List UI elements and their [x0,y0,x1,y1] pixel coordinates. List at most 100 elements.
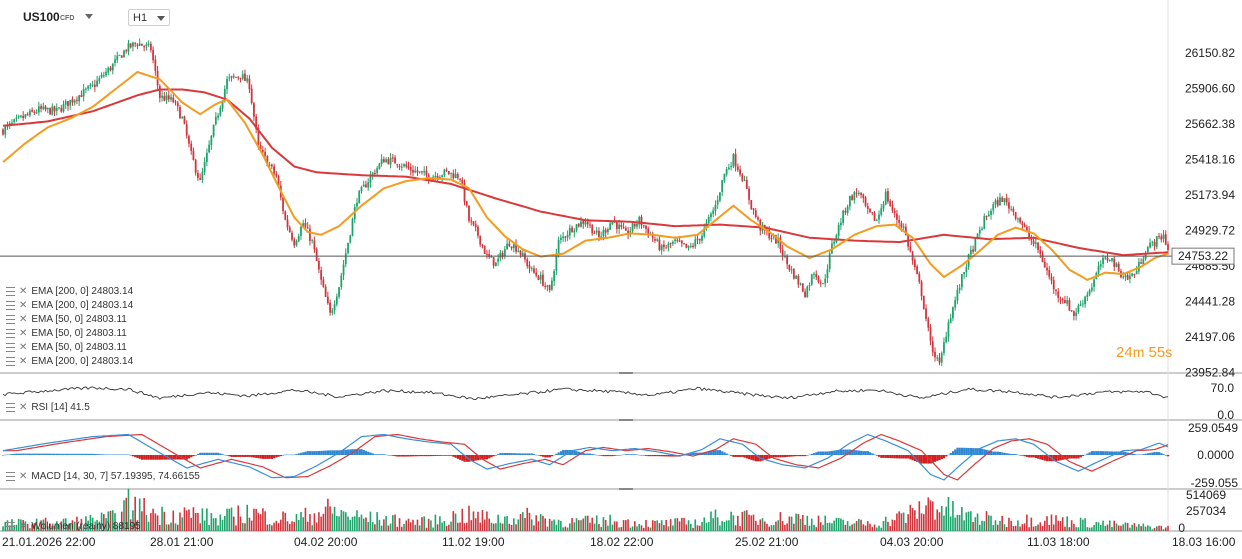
macd-bar-positive [996,451,999,455]
candle-up [806,286,809,298]
candle-down [33,111,36,113]
volume-bar [528,512,531,531]
candle-down [179,107,181,119]
volume-bar [1066,516,1068,531]
volume-bar [734,525,737,531]
volume-bar [936,509,939,531]
volume-bar [60,521,63,531]
volume-bar [633,521,636,531]
volume-bar [1155,526,1158,531]
candle-up [878,214,880,220]
close-icon[interactable]: ✕ [19,286,28,297]
menu-icon[interactable] [6,343,15,352]
volume-bar [1073,523,1075,531]
candle-down [996,199,999,206]
candle-up [530,267,533,269]
menu-icon[interactable] [6,357,15,366]
volume-bar [754,520,757,531]
candle-down [255,116,258,129]
menu-icon[interactable] [6,522,15,531]
candle-up [1003,198,1006,203]
macd-bar-positive [109,454,112,456]
macd-bar-positive [694,452,697,455]
menu-icon[interactable] [6,315,15,324]
candle-up [344,253,347,265]
close-icon[interactable]: ✕ [19,314,28,325]
menu-icon[interactable] [6,472,15,481]
macd-bar-negative [792,455,796,457]
candle-down [470,220,473,222]
macd-bar-negative [145,455,148,460]
volume-bar [105,518,107,531]
volume-bar [156,515,159,531]
macd-bar-positive [842,449,845,455]
cfd-badge: CFD [60,15,75,22]
volume-bar [2,526,4,531]
candle-countdown: 24m 55s [1116,344,1172,361]
volume-bar [571,518,573,531]
indicator-label: EMA [200, 0] 24803.14 [31,300,134,311]
close-icon[interactable]: ✕ [19,300,28,311]
macd-bar-positive [1003,452,1006,455]
macd-bar-positive [553,454,556,456]
menu-icon[interactable] [6,301,15,310]
volume-bar [837,517,840,531]
macd-bar-positive [49,453,52,455]
candle-down [1117,263,1120,272]
symbol-label[interactable]: US100 [23,10,60,24]
candle-down [1025,226,1028,231]
close-icon[interactable]: ✕ [19,521,28,532]
candle-up [992,204,995,211]
close-icon[interactable]: ✕ [19,342,28,353]
macd-bar-negative [783,455,787,458]
macd-bar-negative [230,455,233,457]
candle-down [896,213,898,220]
macd-bar-positive [217,452,220,455]
macd-bar-positive [1086,453,1089,455]
close-icon[interactable]: ✕ [19,328,28,339]
macd-bar-positive [1140,454,1143,456]
volume-bar [456,522,459,531]
close-icon[interactable]: ✕ [19,356,28,367]
candle-down [1030,238,1033,241]
macd-bar-negative [1039,455,1042,460]
macd-bar-negative [443,455,446,456]
candle-up [380,159,383,164]
volume-bar [766,523,768,531]
volume-bar [905,522,907,531]
volume-bar [479,522,482,531]
candle-up [13,119,16,123]
macd-bar-positive [622,454,625,456]
timeframe-select[interactable]: H1 [128,9,170,26]
candle-down [768,230,771,239]
menu-icon[interactable] [6,329,15,338]
volume-bar [167,524,170,531]
candle-down [134,43,137,45]
candle-up [1102,257,1104,265]
volume-bar [306,521,309,531]
candle-up [824,278,827,284]
macd-bar-positive [340,450,343,455]
macd-bar-negative [916,455,919,462]
indicator-legend-item: ✕ EMA [50, 0] 24803.11 [6,314,127,325]
volume-bar [609,514,611,531]
macd-bar-positive [1151,452,1154,455]
macd-bar-positive [503,453,507,455]
candle-down [1019,218,1022,223]
macd-bar-negative [1068,455,1071,459]
symbol-dropdown-icon[interactable] [85,14,93,19]
menu-icon[interactable] [6,287,15,296]
close-icon[interactable]: ✕ [19,471,28,482]
volume-bar [1097,522,1100,531]
macd-bar-negative [277,455,280,457]
candle-down [786,255,789,265]
close-icon[interactable]: ✕ [19,402,28,413]
volume-bar [230,507,233,531]
macd-bar-negative [181,455,184,460]
candle-up [1086,294,1089,297]
volume-bar [884,516,887,531]
macd-bar-negative [481,455,484,460]
candle-down [658,239,661,250]
menu-icon[interactable] [6,403,15,412]
